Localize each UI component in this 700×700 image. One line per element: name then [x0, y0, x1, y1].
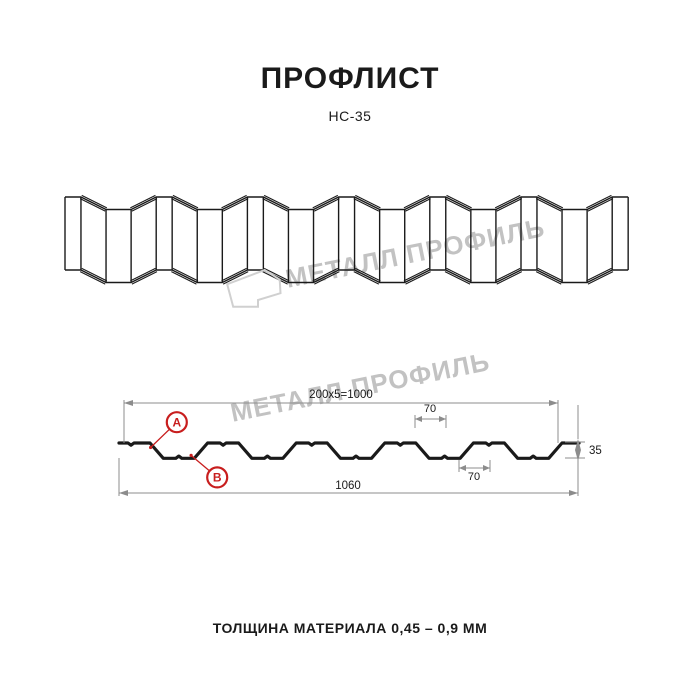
svg-text:B: B: [213, 471, 222, 485]
svg-text:A: A: [172, 415, 181, 429]
svg-text:200x5=1000: 200x5=1000: [309, 389, 373, 401]
svg-text:1060: 1060: [335, 480, 361, 492]
svg-text:35: 35: [589, 445, 602, 457]
svg-text:70: 70: [424, 403, 436, 415]
svg-text:70: 70: [468, 471, 480, 483]
